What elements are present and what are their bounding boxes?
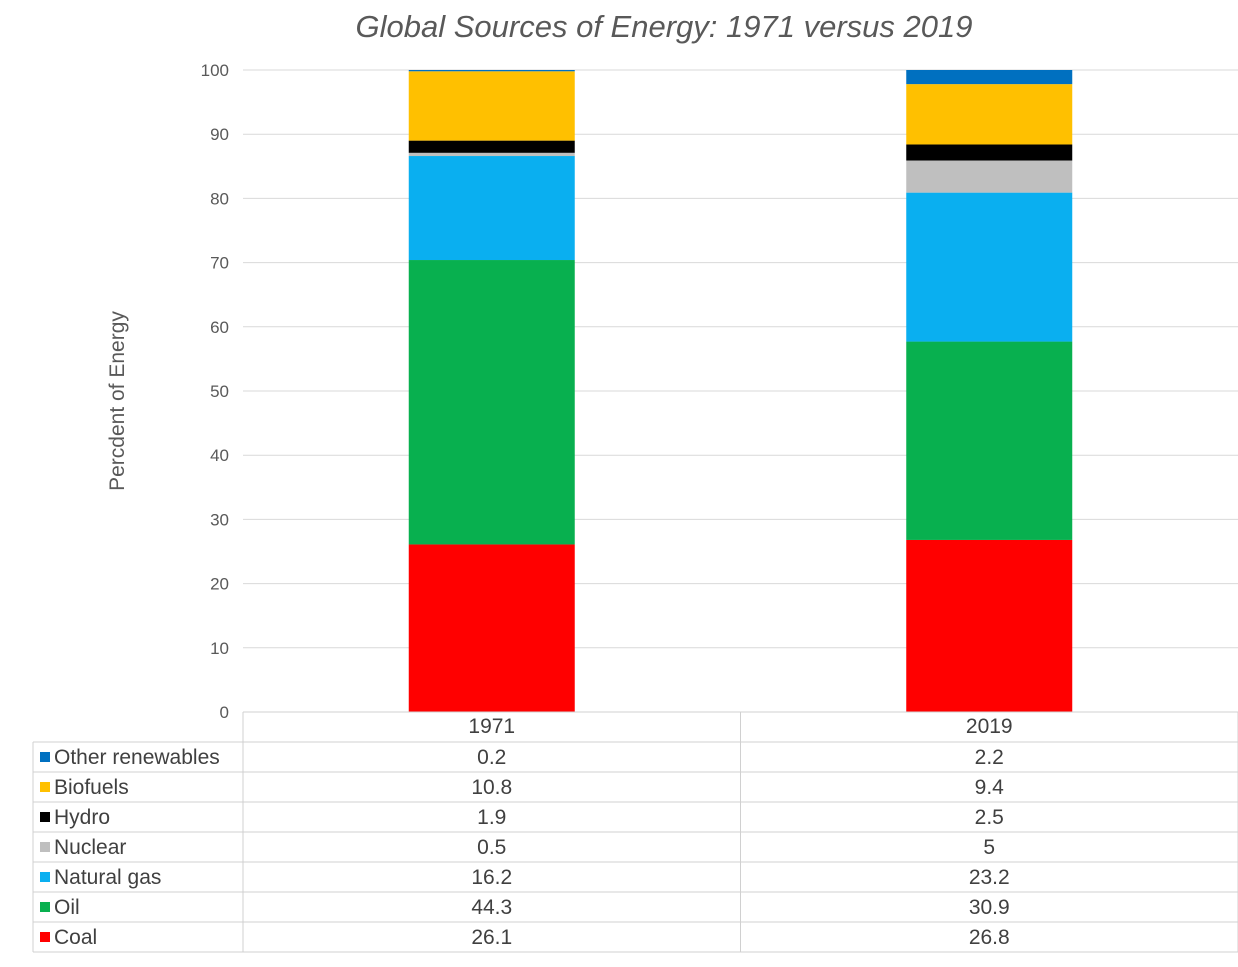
bar-segment: [408, 544, 575, 712]
y-tick-label: 10: [210, 639, 229, 658]
bar-segment: [906, 70, 1073, 85]
data-table-cell: 16.2: [471, 866, 512, 889]
data-table-cell: 10.8: [471, 776, 512, 799]
legend-label: Oil: [54, 896, 80, 919]
bar-segment: [408, 140, 575, 153]
y-tick-label: 0: [220, 703, 229, 722]
legend-key: [40, 902, 50, 912]
legend-key: [40, 782, 50, 792]
y-tick-label: 90: [210, 125, 229, 144]
y-tick-label: 70: [210, 254, 229, 273]
data-table-cell: 2.5: [975, 806, 1004, 829]
y-tick-label: 40: [210, 446, 229, 465]
legend-key: [40, 752, 50, 762]
y-axis-label: Percdent of Energy: [106, 311, 129, 491]
data-table-cell: 26.8: [969, 926, 1010, 949]
bar-segment: [906, 539, 1073, 712]
bar-segment: [408, 70, 575, 72]
legend-label: Nuclear: [54, 836, 126, 859]
data-table-cell: 44.3: [471, 896, 512, 919]
data-table-cell: 2.2: [975, 746, 1004, 769]
data-table-cell: 23.2: [969, 866, 1010, 889]
y-tick-label: 100: [201, 61, 229, 80]
legend-label: Other renewables: [54, 746, 220, 769]
legend-key: [40, 872, 50, 882]
data-table-cell: 0.2: [477, 746, 506, 769]
legend-label: Coal: [54, 926, 97, 949]
data-table: 1971 2019 Other renewables 0.2 2.2 Biofuels 10…: [32, 711, 1238, 953]
bar-segment: [906, 84, 1073, 145]
data-table-cell: 30.9: [969, 896, 1010, 919]
data-table-cell: 9.4: [975, 776, 1005, 799]
y-tick-label: 60: [210, 318, 229, 337]
bar-segment: [408, 71, 575, 141]
bar-segment: [906, 192, 1073, 342]
legend-key: [40, 932, 50, 942]
y-axis-ticks: 0 10 20 30 40 50 60 70 80 90 100: [201, 61, 229, 722]
bar-segment: [906, 341, 1073, 540]
gridlines: [243, 69, 1238, 649]
chart-title: Global Sources of Energy: 1971 versus 20…: [356, 9, 973, 44]
legend-key: [40, 812, 50, 822]
legend-key: [40, 842, 50, 852]
bar-segment: [408, 152, 575, 157]
y-tick-label: 50: [210, 382, 229, 401]
data-table-cell: 0.5: [477, 836, 506, 859]
data-table-cell: 26.1: [471, 926, 512, 949]
y-tick-label: 80: [210, 189, 229, 208]
category-label: 1971: [468, 715, 515, 738]
y-tick-label: 20: [210, 575, 229, 594]
legend-label: Natural gas: [54, 866, 161, 889]
bar-segment: [408, 156, 575, 261]
legend-label: Biofuels: [54, 776, 129, 799]
category-label: 2019: [966, 715, 1013, 738]
bar-segment: [906, 160, 1073, 193]
bar-segment: [408, 260, 575, 545]
bar-segment: [906, 144, 1073, 161]
y-tick-label: 30: [210, 510, 229, 529]
data-table-cell: 5: [983, 836, 995, 859]
legend-label: Hydro: [54, 806, 110, 829]
bars: [408, 70, 1073, 712]
data-table-cell: 1.9: [477, 806, 506, 829]
